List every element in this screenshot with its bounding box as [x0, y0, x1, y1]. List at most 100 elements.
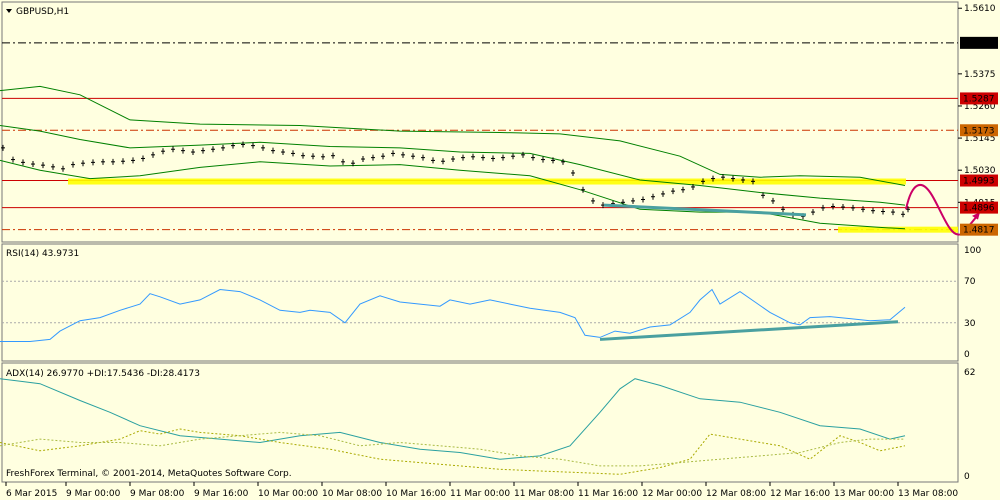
band-upper-line [0, 85, 906, 186]
price-bar [481, 154, 485, 161]
price-bar [581, 186, 585, 193]
price-bar [841, 204, 845, 211]
price-bar [391, 150, 395, 157]
price-bar [831, 203, 835, 210]
price-bar [591, 197, 595, 204]
price-bar [631, 197, 635, 204]
price-bar [901, 211, 905, 218]
price-bar [31, 161, 35, 168]
price-bar [411, 153, 415, 160]
price-bar [401, 151, 405, 158]
price-bar [571, 169, 575, 176]
price-pane-title: GBPUSD,H1 [16, 7, 69, 17]
level-label-6: 1.4817 [963, 226, 995, 236]
price-bar [231, 142, 235, 149]
forecast-curve [905, 184, 961, 236]
level-label-box-6 [960, 223, 998, 236]
level-label-box-5 [960, 201, 998, 214]
price-bar [541, 156, 545, 163]
price-bar [421, 154, 425, 161]
x-axis-label: 9 Mar 16:00 [194, 489, 249, 499]
price-bar [821, 204, 825, 211]
price-trendline [603, 203, 807, 217]
price-bar [201, 147, 205, 154]
rsi-trendline [599, 320, 899, 341]
x-axis-label: 13 Mar 00:00 [834, 489, 894, 499]
price-bar [161, 148, 165, 155]
price-bar [191, 149, 195, 156]
price-bar [441, 158, 445, 165]
x-axis-label: 11 Mar 08:00 [514, 489, 574, 499]
price-bar [551, 157, 555, 164]
price-bar [781, 206, 785, 213]
price-bar [21, 159, 25, 166]
price-bar [891, 209, 895, 216]
price-bar [71, 161, 75, 168]
price-bar [651, 193, 655, 200]
price-bar [671, 188, 675, 195]
price-bar [751, 178, 755, 185]
level-label-box-3 [960, 124, 998, 137]
rsi-axis-label: 0 [964, 350, 970, 360]
x-axis-label: 6 Mar 2015 [6, 489, 57, 499]
price-bar [851, 204, 855, 211]
x-axis-label: 12 Mar 00:00 [642, 489, 702, 499]
adx-series-di [0, 431, 905, 467]
band-middle-line [0, 125, 906, 206]
level-label-box-1 [960, 36, 998, 49]
x-axis-label: 11 Mar 16:00 [578, 489, 638, 499]
x-axis-label: 13 Mar 08:00 [898, 489, 958, 499]
x-axis-label: 9 Mar 00:00 [66, 489, 121, 499]
x-axis-label: 10 Mar 08:00 [322, 489, 382, 499]
rsi-axis-label: 100 [964, 246, 981, 256]
price-bar [721, 174, 725, 181]
price-bar [351, 160, 355, 167]
price-bar [661, 190, 665, 197]
price-bar [381, 153, 385, 160]
price-bar [471, 153, 475, 160]
collapse-arrow-icon[interactable] [6, 9, 12, 13]
price-bar [251, 142, 255, 149]
price-bar [301, 152, 305, 159]
x-axis-label: 12 Mar 08:00 [706, 489, 766, 499]
price-bar [91, 159, 95, 166]
price-pane-frame [1, 1, 959, 243]
level-label-1: 1.5486 [963, 39, 995, 49]
adx-series-di [0, 428, 906, 475]
price-bar [731, 175, 735, 182]
rsi-line [0, 288, 906, 342]
price-bar [451, 156, 455, 163]
rsi-pane-frame [1, 243, 959, 362]
adx-axis-label: 62 [964, 368, 975, 378]
adx-series-adx [0, 378, 906, 460]
adx-pane-title: ADX(14) 26.9770 +DI:17.5436 -DI:28.4173 [6, 369, 200, 379]
price-bar [521, 151, 525, 158]
price-bar [331, 152, 335, 159]
price-bar [11, 156, 15, 163]
price-bar [101, 158, 105, 165]
price-bar [691, 183, 695, 190]
x-axis-label: 9 Mar 08:00 [130, 489, 185, 499]
price-bar [221, 144, 225, 151]
x-axis-label: 10 Mar 00:00 [258, 489, 318, 499]
adx-axis-label: 0 [964, 472, 970, 482]
price-bar [361, 156, 365, 163]
price-bar [681, 186, 685, 193]
price-bar [141, 155, 145, 162]
price-bar [431, 157, 435, 164]
highlight-zone-lower [838, 226, 958, 233]
x-axis-label: 12 Mar 16:00 [770, 489, 830, 499]
rsi-pane-title: RSI(14) 43.9731 [6, 249, 79, 259]
price-bar [861, 206, 865, 213]
band-lower-line [0, 159, 906, 230]
price-bar [171, 146, 175, 153]
x-axis-label: 10 Mar 16:00 [386, 489, 446, 499]
price-bar [121, 158, 125, 165]
highlight-zone-upper [68, 178, 906, 185]
price-bar [711, 175, 715, 182]
price-bar [771, 197, 775, 204]
level-label-2: 1.5287 [963, 94, 995, 104]
price-bar [151, 151, 155, 158]
price-bar [811, 209, 815, 216]
level-label-box-2 [960, 92, 998, 105]
